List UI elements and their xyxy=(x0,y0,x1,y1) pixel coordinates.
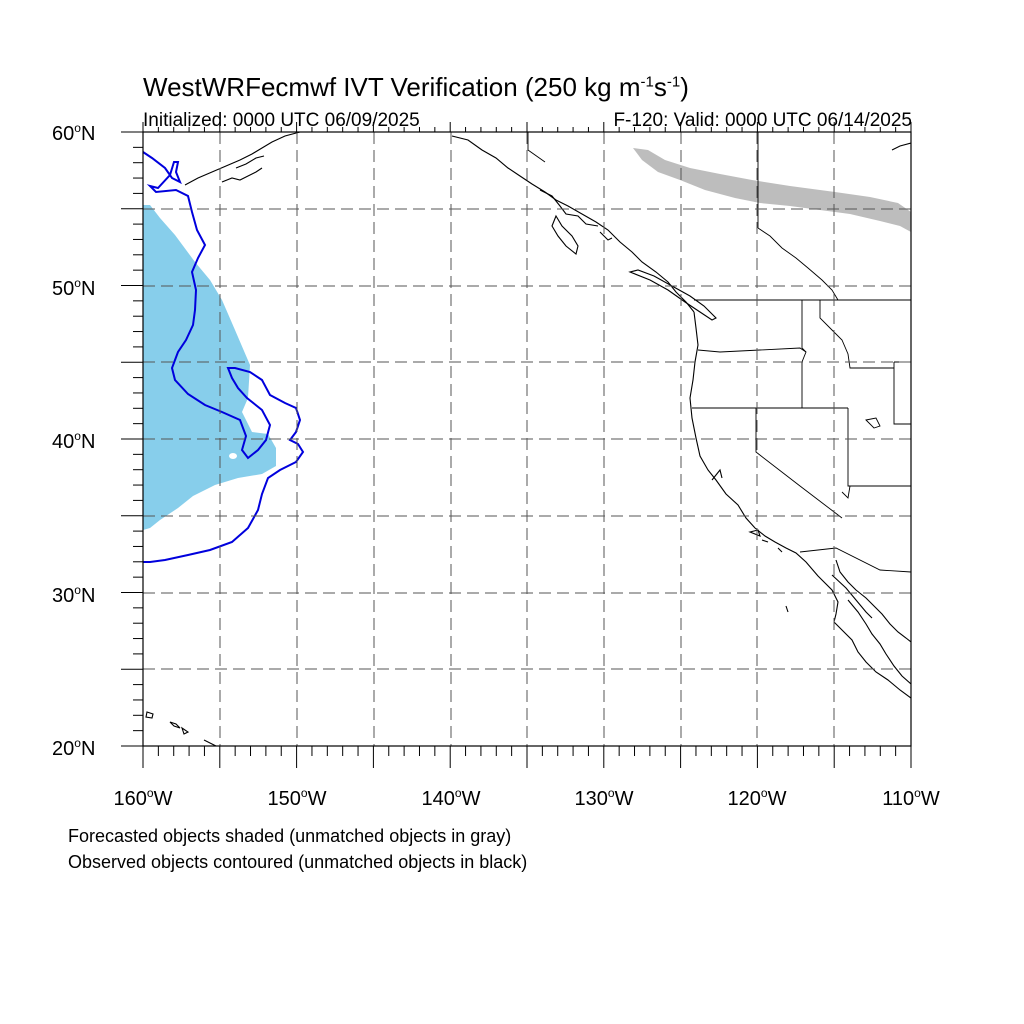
forecast-object-unmatched xyxy=(633,148,911,232)
graticule xyxy=(143,132,911,746)
lat-label-40: 40oN xyxy=(52,429,96,453)
lon-label-120w: 120oW xyxy=(727,786,787,810)
observed-object-contour xyxy=(143,151,305,563)
legend-note-forecast: Forecasted objects shaded (unmatched obj… xyxy=(68,826,512,846)
forecast-object-matched xyxy=(143,205,276,530)
lat-label-50: 50oN xyxy=(52,276,96,300)
lon-label-160w: 160oW xyxy=(113,786,173,810)
valid-time: F-120: Valid: 0000 UTC 06/14/2025 xyxy=(613,110,912,131)
coastlines xyxy=(145,132,911,746)
lat-label-60: 60oN xyxy=(52,121,96,145)
lon-label-130w: 130oW xyxy=(574,786,634,810)
legend-note-observed: Observed objects contoured (unmatched ob… xyxy=(68,852,528,872)
lat-label-20: 20oN xyxy=(52,736,96,760)
lon-label-150w: 150oW xyxy=(267,786,327,810)
lon-label-110w: 110oW xyxy=(882,786,940,810)
map-title: WestWRFecmwf IVT Verification (250 kg m-… xyxy=(143,72,689,102)
axis-ticks xyxy=(121,122,912,768)
initialized-time: Initialized: 0000 UTC 06/09/2025 xyxy=(143,110,420,131)
lon-label-140w: 140oW xyxy=(421,786,481,810)
lat-label-30: 30oN xyxy=(52,583,96,607)
political-borders xyxy=(527,132,911,573)
